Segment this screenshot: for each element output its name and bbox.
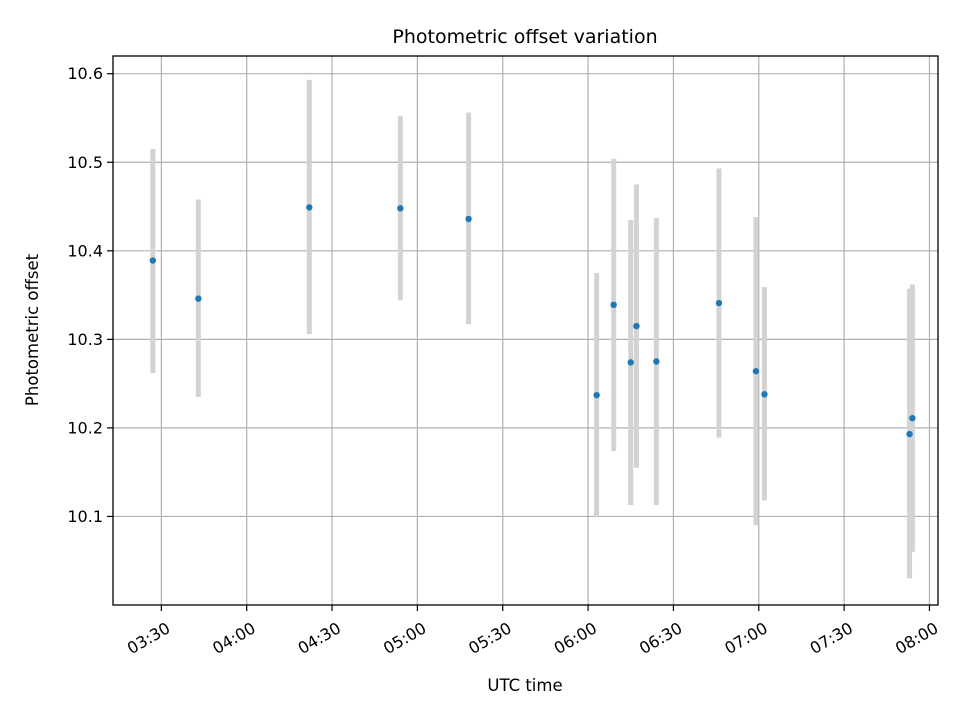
- y-tick-label: 10.6: [67, 64, 103, 83]
- plot-frame: [112, 55, 939, 606]
- data-point: [633, 322, 640, 330]
- y-tick-label: 10.2: [67, 418, 103, 437]
- y-tick-label: 10.4: [67, 241, 103, 260]
- data-point: [752, 368, 760, 375]
- data-point: [906, 430, 913, 438]
- data-point: [909, 414, 916, 422]
- y-axis-title: Photometric offset: [23, 253, 42, 406]
- data-point: [465, 215, 472, 223]
- data-points: [149, 204, 916, 438]
- y-tick-label: 10.1: [67, 507, 103, 526]
- y-tick-label: 10.3: [67, 330, 103, 349]
- data-point: [715, 299, 723, 307]
- data-point: [761, 391, 768, 398]
- data-point: [195, 295, 202, 302]
- data-point: [593, 391, 600, 399]
- data-point: [397, 205, 404, 212]
- x-axis-title: UTC time: [487, 676, 562, 695]
- y-tick-label: 10.5: [67, 153, 103, 172]
- grid: [113, 56, 938, 605]
- data-point: [306, 204, 313, 211]
- data-point: [653, 358, 660, 365]
- data-point: [610, 301, 617, 309]
- data-point: [149, 257, 157, 264]
- chart-title: Photometric offset variation: [392, 26, 657, 48]
- data-point: [627, 359, 634, 366]
- y-axis: 10.1 10.2 10.3 10.4 10.5 10.6: [67, 64, 113, 526]
